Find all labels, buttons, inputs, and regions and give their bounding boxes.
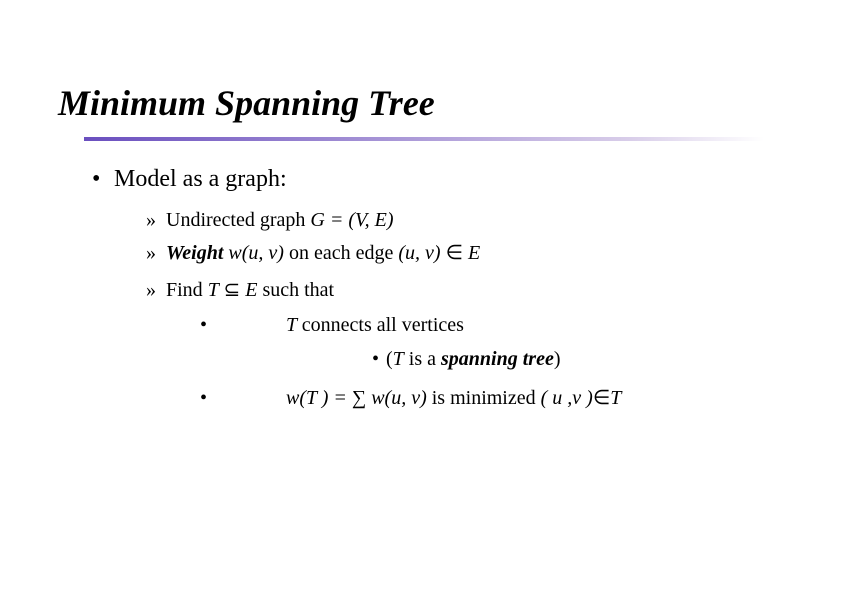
text-run: connects all vertices <box>302 314 464 336</box>
text-run-bolditalic: spanning tree <box>441 348 554 370</box>
text-run-bolditalic: Weight <box>166 242 223 264</box>
text-run: ) <box>554 348 561 370</box>
summation-symbol: ∑ <box>352 387 371 409</box>
bullet-dot-icon: • <box>200 383 286 413</box>
text-run-italic: w(u, v) <box>223 242 289 264</box>
text-run: Undirected graph <box>166 209 310 231</box>
bullet-level2-item: »Weight w(u, v) on each edge (u, v) ∈ E <box>146 240 772 267</box>
guillemet-icon: » <box>146 240 166 267</box>
bullet-level4-item: •(T is a spanning tree) <box>372 346 772 373</box>
text-run-italic: E <box>463 242 480 264</box>
element-of-symbol: ∈ <box>446 242 463 264</box>
element-of-symbol: ∈ <box>593 387 610 409</box>
text-run: on each edge <box>289 242 398 264</box>
text-run: ( <box>386 348 393 370</box>
bullet-dot-icon: • <box>200 310 286 340</box>
text-run-italic: T <box>208 279 224 301</box>
text-run-italic: w(T ) = <box>286 387 352 409</box>
bullet-level3-item: •w(T ) = ∑ w(u, v) is minimized ( u ,v )… <box>200 383 772 413</box>
bullet-dot-icon: • <box>92 166 114 193</box>
bullet-level2-item: »Find T ⊆ E such that <box>146 277 772 304</box>
text-run: is minimized <box>432 387 541 409</box>
guillemet-icon: » <box>146 277 166 304</box>
text-run: is a <box>404 348 441 370</box>
slide-body: •Model as a graph: »Undirected graph G =… <box>92 166 772 419</box>
lvl1-text: Model as a graph: <box>114 166 287 192</box>
guillemet-icon: » <box>146 207 166 234</box>
bullet-level2-item: »Undirected graph G = (V, E) <box>146 207 772 234</box>
text-run-italic: T <box>393 348 404 370</box>
text-run-italic: E <box>240 279 262 301</box>
slide: Minimum Spanning Tree •Model as a graph:… <box>0 0 842 595</box>
bullet-dot-icon: • <box>372 346 386 373</box>
text-run: Find <box>166 279 208 301</box>
bullet-level3-item: •T connects all vertices <box>200 310 772 340</box>
slide-title: Minimum Spanning Tree <box>58 82 435 124</box>
text-run: such that <box>262 279 334 301</box>
text-run-italic: G = (V, E) <box>310 209 393 231</box>
subset-symbol: ⊆ <box>223 279 240 301</box>
bullet-level1: •Model as a graph: <box>92 166 772 193</box>
title-underline-rule <box>84 137 764 141</box>
text-run-italic: w(u, v) <box>371 387 432 409</box>
text-run-italic: T <box>610 387 621 409</box>
text-run-italic: ( u ,v ) <box>541 387 593 409</box>
text-run-italic: T <box>286 314 302 336</box>
text-run-italic: (u, v) <box>398 242 445 264</box>
